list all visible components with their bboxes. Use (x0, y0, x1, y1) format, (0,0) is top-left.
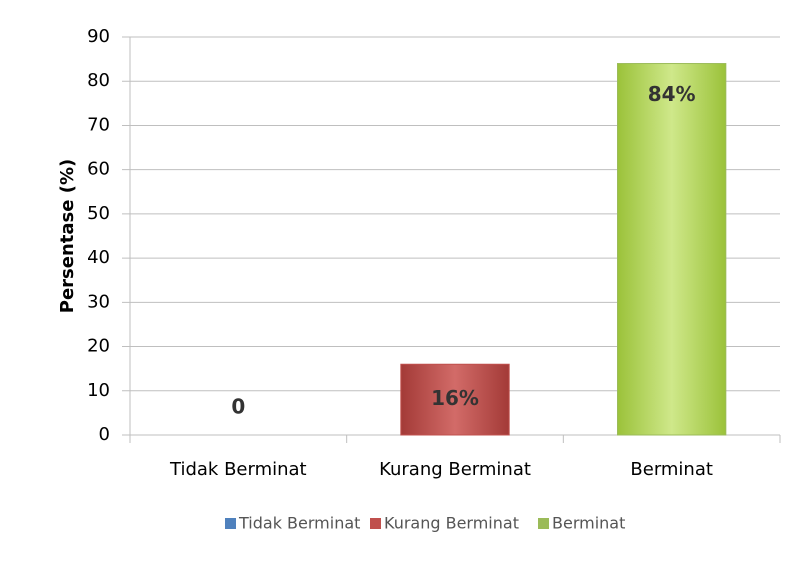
x-tick-label: Tidak Berminat (169, 459, 307, 480)
y-tick-label: 10 (87, 380, 110, 401)
legend-label: Berminat (552, 514, 625, 533)
legend-label: Tidak Berminat (238, 514, 360, 533)
y-tick-label: 50 (87, 203, 110, 224)
legend-label: Kurang Berminat (384, 514, 519, 533)
bar (400, 363, 510, 436)
y-tick-label: 20 (87, 336, 110, 357)
y-tick-label: 90 (87, 26, 110, 47)
legend-swatch (225, 518, 236, 529)
y-tick-label: 0 (99, 424, 110, 445)
y-tick-label: 70 (87, 114, 110, 135)
bar (617, 63, 727, 436)
data-label: 16% (431, 386, 479, 410)
legend-swatch (370, 518, 381, 529)
y-tick-label: 60 (87, 159, 110, 180)
data-label: 84% (648, 82, 696, 106)
y-tick-label: 40 (87, 247, 110, 268)
y-axis-label: Persentase (%) (57, 159, 78, 313)
y-tick-label: 30 (87, 291, 110, 312)
data-label: 0 (231, 395, 245, 419)
x-tick-label: Berminat (630, 459, 713, 480)
y-tick-label: 80 (87, 70, 110, 91)
x-tick-label: Kurang Berminat (379, 459, 531, 480)
legend-swatch (538, 518, 549, 529)
